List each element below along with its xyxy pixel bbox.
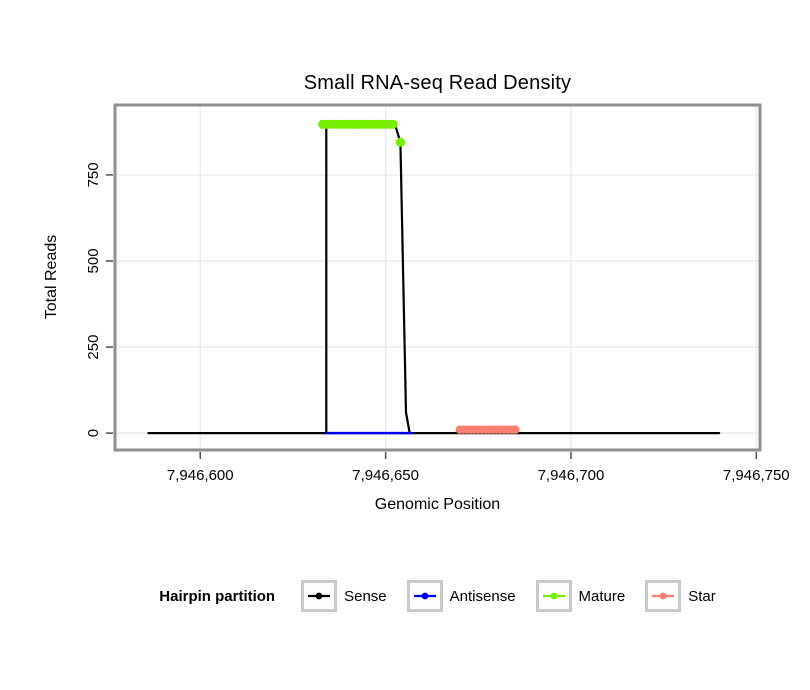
sense-line-symbol-icon <box>308 592 331 600</box>
plot-area: 7,946,600 7,946,650 7,946,700 7,946,750 0 250… <box>85 103 790 484</box>
star-line-symbol-icon <box>652 592 675 600</box>
legend-item-antisense: Antisense <box>406 580 516 612</box>
y-tick-label: 500 <box>85 248 102 273</box>
series-sense-line <box>147 123 721 435</box>
legend-item-star: Star <box>645 580 716 612</box>
x-tick-label: 7,946,700 <box>538 467 605 484</box>
legend-label-sense: Sense <box>344 587 387 605</box>
legend-key-box <box>406 580 443 612</box>
panel-border <box>113 103 762 452</box>
x-tick-label: 7,946,750 <box>723 467 790 484</box>
x-tick-label: 7,946,600 <box>167 467 234 484</box>
legend-title: Hairpin partition <box>159 587 276 605</box>
y-tick-label: 250 <box>85 335 102 360</box>
x-tick-label: 7,946,650 <box>352 467 419 484</box>
mature-line-symbol-icon <box>542 592 565 600</box>
y-tick-label: 750 <box>85 162 102 187</box>
series-mature-point <box>395 137 405 147</box>
x-axis-title: Genomic Position <box>374 496 501 513</box>
legend-key-box <box>535 580 572 612</box>
legend-item-sense: Sense <box>301 580 387 612</box>
legend-item-mature: Mature <box>535 580 626 612</box>
legend-label-antisense: Antisense <box>449 587 516 605</box>
legend-label-mature: Mature <box>578 587 626 605</box>
antisense-line-symbol-icon <box>413 592 436 600</box>
chart-title: Small RNA-seq Read Density <box>303 72 572 94</box>
legend-key-box <box>301 580 338 612</box>
legend: Hairpin partition Sense Antisense <box>115 580 760 612</box>
series-star-point <box>511 425 520 434</box>
legend-label-star: Star <box>688 587 716 605</box>
legend-key-box <box>645 580 682 612</box>
series-mature-point <box>388 119 398 129</box>
y-tick-label: 0 <box>85 429 102 437</box>
